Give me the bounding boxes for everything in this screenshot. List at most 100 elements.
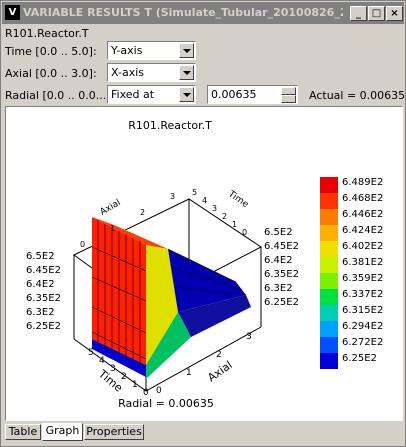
colorbar-label: 6.489E2 <box>342 177 383 188</box>
variable-name: R101.Reactor.T <box>5 27 89 40</box>
colorbar-swatch <box>320 209 338 225</box>
chevron-down-icon[interactable] <box>179 65 194 80</box>
surface-face-cold <box>92 339 146 377</box>
radial-label: Radial [0.0 .. 0.0... <box>5 89 107 102</box>
colorbar-swatch <box>320 225 338 241</box>
top-time-label: Time <box>225 189 250 211</box>
top-axial-ticks: 0 1 2 3 <box>80 192 175 249</box>
colorbar-swatch <box>320 289 338 305</box>
surface-slope-green <box>146 312 191 379</box>
colorbar-swatch <box>320 337 338 353</box>
chevron-down-icon[interactable] <box>179 43 194 58</box>
z-left-label: 6.25E2 <box>26 321 61 332</box>
radial-value-spinner[interactable]: 0.00635 <box>207 85 298 104</box>
top-time-tick: 0 <box>242 228 247 237</box>
spin-down-icon[interactable] <box>281 95 296 103</box>
top-time-tick: 1 <box>232 220 237 229</box>
surface-mid <box>146 245 178 365</box>
axial-axis-select[interactable]: X-axis <box>107 63 196 82</box>
z-left-label: 6.4E2 <box>26 279 55 290</box>
minimize-icon[interactable]: _ <box>350 6 367 21</box>
colorbar-label: 6.424E2 <box>342 225 383 236</box>
colorbar: 6.489E2 6.468E2 6.446E2 6.424E2 6.402E2 … <box>320 177 383 369</box>
window-title: VARIABLE RESULTS T (Simulate_Tubular_201… <box>23 6 343 19</box>
z-right-label: 6.35E2 <box>264 269 299 280</box>
colorbar-label: 6.337E2 <box>342 289 383 300</box>
top-axial-tick: 1 <box>110 224 115 233</box>
time-tick: 3 <box>110 364 116 374</box>
radial-value: 0.00635 <box>211 88 257 101</box>
colorbar-swatch <box>320 273 338 289</box>
actual-value: Actual = 0.00635 <box>309 89 406 102</box>
time-ticks: 5 4 3 2 1 0 <box>88 348 149 398</box>
z-right-label: 6.3E2 <box>264 283 293 294</box>
radial-mode-select[interactable]: Fixed at <box>107 85 196 104</box>
colorbar-swatch <box>320 305 338 321</box>
axial-label: Axial [0.0 .. 3.0]: <box>5 67 97 80</box>
time-label: Time [0.0 .. 5.0]: <box>5 45 97 58</box>
colorbar-label: 6.315E2 <box>342 305 383 316</box>
axial-tick: 0 <box>156 386 162 396</box>
plot-title: R101.Reactor.T <box>128 119 212 132</box>
z-left-label: 6.5E2 <box>26 251 55 262</box>
time-tick: 0 <box>143 388 149 398</box>
spin-up-icon[interactable] <box>281 87 296 95</box>
tab-table[interactable]: Table <box>5 424 41 440</box>
top-axial-tick: 0 <box>80 240 85 249</box>
colorbar-label: 6.272E2 <box>342 337 383 348</box>
axial-ticks: 0 1 2 3 <box>156 332 252 396</box>
time-tick: 5 <box>88 348 94 358</box>
surface-flat-dark <box>178 295 251 337</box>
surface-top-hot <box>92 217 168 249</box>
top-axial-tick: 2 <box>140 208 145 217</box>
z-right-label: 6.45E2 <box>264 241 299 252</box>
surface-flat-blue <box>168 249 246 312</box>
colorbar-swatch <box>320 321 338 337</box>
z-left-label: 6.35E2 <box>26 293 61 304</box>
chevron-down-icon[interactable] <box>179 87 194 102</box>
surface <box>91 217 251 379</box>
colorbar-label: 6.468E2 <box>342 193 383 204</box>
colorbar-swatch <box>320 193 338 209</box>
axial-tick: 2 <box>216 350 222 360</box>
colorbar-swatch <box>320 177 338 193</box>
top-time-tick: 4 <box>202 196 207 205</box>
colorbar-label: 6.25E2 <box>342 353 377 364</box>
plot-footer: Radial = 0.00635 <box>118 397 214 410</box>
axial-axis-value: X-axis <box>111 66 144 79</box>
z-right-label: 6.25E2 <box>264 297 299 308</box>
time-axis-select[interactable]: Y-axis <box>107 41 196 60</box>
app-icon[interactable]: V <box>5 5 20 20</box>
top-time-tick: 5 <box>192 188 197 197</box>
top-axial-tick: 3 <box>170 192 175 201</box>
time-tick: 2 <box>121 372 127 382</box>
tab-properties[interactable]: Properties <box>84 424 144 440</box>
top-time-tick: 3 <box>212 204 217 213</box>
maximize-icon[interactable]: □ <box>368 6 385 21</box>
axial-tick: 1 <box>186 368 192 378</box>
axial-tick: 3 <box>246 332 252 342</box>
top-axial-label: Axial <box>99 198 123 218</box>
colorbar-swatch <box>320 257 338 273</box>
colorbar-swatch <box>320 353 338 369</box>
colorbar-label: 6.381E2 <box>342 257 383 268</box>
tab-graph[interactable]: Graph <box>42 423 83 441</box>
top-time-tick: 2 <box>222 212 227 221</box>
z-right-label: 6.5E2 <box>264 227 293 238</box>
plot-area[interactable]: R101.Reactor.T <box>5 106 403 421</box>
title-bar[interactable]: V VARIABLE RESULTS T (Simulate_Tubular_2… <box>2 2 404 24</box>
surface-plot[interactable]: R101.Reactor.T <box>6 107 402 420</box>
colorbar-label: 6.402E2 <box>342 241 383 252</box>
colorbar-label: 6.294E2 <box>342 321 383 332</box>
z-right-label: 6.4E2 <box>264 255 293 266</box>
close-icon[interactable]: × <box>386 6 403 21</box>
z-left-label: 6.45E2 <box>26 265 61 276</box>
axial-axis-label: Axial <box>205 358 234 384</box>
time-tick: 4 <box>99 356 105 366</box>
z-left-label: 6.3E2 <box>26 307 55 318</box>
right-z-labels: 6.5E2 6.45E2 6.4E2 6.35E2 6.3E2 6.25E2 <box>264 227 299 308</box>
time-tick: 1 <box>132 380 138 390</box>
colorbar-swatch <box>320 241 338 257</box>
colorbar-label: 6.359E2 <box>342 273 383 284</box>
